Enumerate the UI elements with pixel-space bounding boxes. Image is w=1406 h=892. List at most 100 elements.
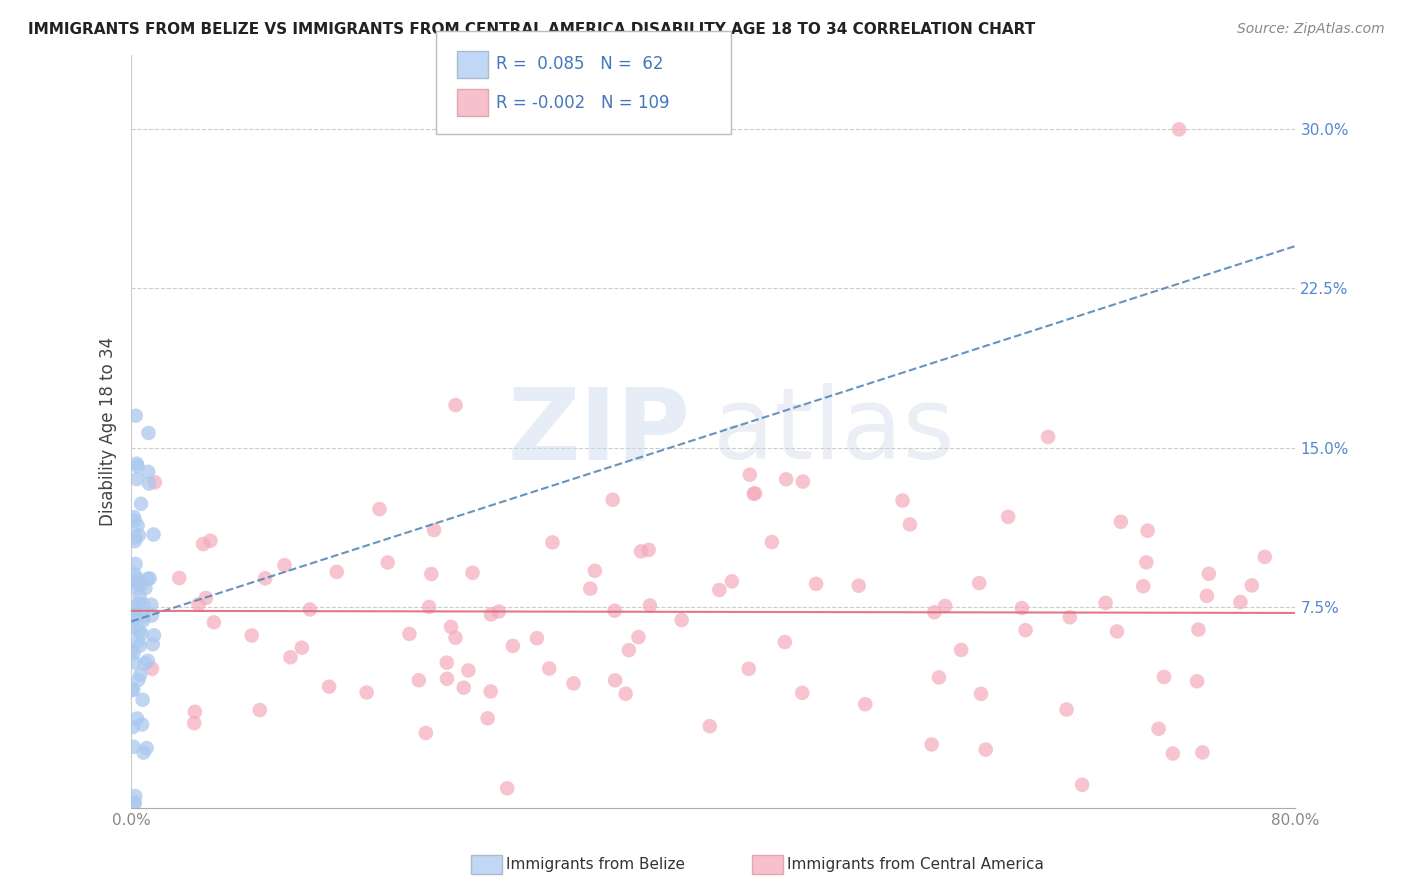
Point [121, 621, 143, 635]
Point [142, 637, 165, 651]
Point [792, 475, 814, 489]
Point [848, 579, 870, 593]
Point [605, 673, 627, 688]
Point [141, 608, 163, 623]
Point [122, 613, 145, 627]
Point [128, 528, 150, 542]
Point [579, 582, 602, 596]
Point [1105, 624, 1128, 639]
Point [134, 657, 156, 671]
Point [1049, 812, 1071, 826]
Point [124, 567, 146, 582]
Point [773, 635, 796, 649]
Point [131, 627, 153, 641]
Text: atlas: atlas [713, 383, 955, 480]
Point [136, 465, 159, 479]
Point [138, 571, 160, 585]
Point [121, 574, 143, 589]
Point [444, 398, 467, 412]
Point [440, 620, 463, 634]
Point [1198, 566, 1220, 581]
Point [921, 738, 943, 752]
Point [138, 425, 160, 440]
Text: IMMIGRANTS FROM BELIZE VS IMMIGRANTS FROM CENTRAL AMERICA DISABILITY AGE 18 TO 3: IMMIGRANTS FROM BELIZE VS IMMIGRANTS FRO… [28, 22, 1035, 37]
Point [127, 459, 149, 474]
Point [124, 789, 146, 803]
Point [141, 662, 163, 676]
Point [453, 681, 475, 695]
Point [461, 566, 484, 580]
Point [1036, 430, 1059, 444]
Point [141, 598, 163, 612]
Point [477, 711, 499, 725]
Point [1132, 579, 1154, 593]
Point [804, 576, 827, 591]
Point [853, 698, 876, 712]
Point [1147, 722, 1170, 736]
Point [444, 631, 467, 645]
Point [1240, 578, 1263, 592]
Point [127, 673, 149, 687]
Point [775, 472, 797, 486]
Point [125, 571, 148, 585]
Point [124, 534, 146, 549]
Point [132, 613, 155, 627]
Point [240, 628, 263, 642]
Point [1195, 589, 1218, 603]
Point [122, 510, 145, 524]
Point [792, 686, 814, 700]
Point [143, 628, 166, 642]
Point [134, 581, 156, 595]
Point [125, 609, 148, 624]
Point [541, 535, 564, 549]
Point [934, 599, 956, 613]
Point [136, 654, 159, 668]
Point [1011, 601, 1033, 615]
Point [368, 502, 391, 516]
Text: R =  0.085   N =  62: R = 0.085 N = 62 [496, 55, 664, 73]
Point [128, 639, 150, 653]
Point [129, 577, 152, 591]
Point [423, 523, 446, 537]
Point [627, 630, 650, 644]
Point [167, 571, 190, 585]
Point [488, 605, 510, 619]
Point [420, 566, 443, 581]
Point [1056, 703, 1078, 717]
Point [997, 509, 1019, 524]
Point [1254, 549, 1277, 564]
Point [617, 643, 640, 657]
Point [891, 493, 914, 508]
Point [143, 475, 166, 490]
Point [1094, 596, 1116, 610]
Point [124, 531, 146, 545]
Point [138, 476, 160, 491]
Point [721, 574, 744, 589]
Point [124, 796, 146, 810]
Point [1191, 745, 1213, 759]
Point [502, 639, 524, 653]
Point [132, 597, 155, 611]
Point [124, 514, 146, 528]
Point [129, 497, 152, 511]
Point [1187, 623, 1209, 637]
Point [194, 591, 217, 605]
Point [970, 687, 993, 701]
Point [183, 716, 205, 731]
Point [671, 613, 693, 627]
Point [254, 571, 277, 585]
Point [184, 705, 207, 719]
Point [562, 676, 585, 690]
Point [583, 564, 606, 578]
Point [125, 409, 148, 423]
Point [127, 634, 149, 648]
Point [950, 643, 973, 657]
Point [298, 602, 321, 616]
Point [457, 664, 479, 678]
Point [356, 685, 378, 699]
Point [761, 535, 783, 549]
Point [526, 631, 548, 645]
Point [1161, 747, 1184, 761]
Point [1071, 778, 1094, 792]
Point [1229, 595, 1251, 609]
